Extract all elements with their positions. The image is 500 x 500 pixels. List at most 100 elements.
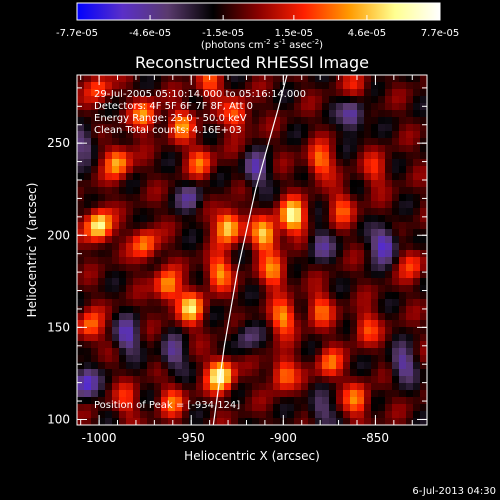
heatmap-cell xyxy=(147,138,155,146)
heatmap-cell xyxy=(385,376,393,384)
heatmap-cell xyxy=(392,327,400,335)
heatmap-cell xyxy=(371,138,379,146)
heatmap-cell xyxy=(252,376,260,384)
heatmap-cell xyxy=(217,131,225,139)
heatmap-cell xyxy=(266,194,274,202)
heatmap-cell xyxy=(399,369,407,377)
heatmap-cell xyxy=(371,250,379,258)
heatmap-cell xyxy=(420,194,427,202)
heatmap-cell xyxy=(112,320,120,328)
heatmap-cell xyxy=(378,187,386,195)
heatmap-cell xyxy=(154,229,162,237)
heatmap-cell xyxy=(154,397,162,405)
heatmap-cell xyxy=(280,341,288,349)
heatmap-cell xyxy=(98,411,106,419)
heatmap-cell xyxy=(329,131,337,139)
heatmap-cell xyxy=(175,411,183,419)
heatmap-cell xyxy=(154,243,162,251)
heatmap-cell xyxy=(217,201,225,209)
heatmap-cell xyxy=(168,341,176,349)
heatmap-cell xyxy=(203,348,211,356)
heatmap-cell xyxy=(406,411,414,419)
heatmap-cell xyxy=(252,320,260,328)
heatmap-cell xyxy=(189,355,197,363)
heatmap-cell xyxy=(238,110,246,118)
heatmap-cell xyxy=(336,341,344,349)
heatmap-cell xyxy=(112,194,120,202)
heatmap-cell xyxy=(245,418,253,425)
heatmap-cell xyxy=(231,236,239,244)
heatmap-cell xyxy=(364,376,372,384)
heatmap-cell xyxy=(245,271,253,279)
heatmap-cell xyxy=(84,369,92,377)
heatmap-cell xyxy=(175,152,183,160)
heatmap-cell xyxy=(77,215,85,223)
heatmap-cell xyxy=(203,285,211,293)
heatmap-cell xyxy=(77,117,85,125)
heatmap-cell xyxy=(287,306,295,314)
heatmap-cell xyxy=(112,397,120,405)
heatmap-cell xyxy=(91,362,99,370)
heatmap-cell xyxy=(308,306,316,314)
heatmap-cell xyxy=(119,348,127,356)
heatmap-cell xyxy=(343,215,351,223)
heatmap-cell xyxy=(294,124,302,132)
heatmap-cell xyxy=(175,390,183,398)
heatmap-cell xyxy=(385,418,393,425)
heatmap-cell xyxy=(217,180,225,188)
heatmap-cell xyxy=(147,222,155,230)
heatmap-cell xyxy=(385,306,393,314)
heatmap-cell xyxy=(98,362,106,370)
heatmap-cell xyxy=(420,117,427,125)
heatmap-cell xyxy=(245,194,253,202)
heatmap-cell xyxy=(112,271,120,279)
heatmap-cell xyxy=(168,278,176,286)
heatmap-cell xyxy=(217,320,225,328)
heatmap-cell xyxy=(420,110,427,118)
heatmap-cell xyxy=(343,348,351,356)
heatmap-cell xyxy=(399,180,407,188)
heatmap-cell xyxy=(322,243,330,251)
heatmap-cell xyxy=(329,180,337,188)
heatmap-cell xyxy=(280,159,288,167)
heatmap-cell xyxy=(231,355,239,363)
heatmap-cell xyxy=(154,194,162,202)
heatmap-cell xyxy=(161,201,169,209)
heatmap-cell xyxy=(245,285,253,293)
heatmap-cell xyxy=(329,376,337,384)
heatmap-cell xyxy=(371,327,379,335)
heatmap-cell xyxy=(378,131,386,139)
y-tick-label: 200 xyxy=(47,228,70,242)
heatmap-cell xyxy=(140,334,148,342)
heatmap-cell xyxy=(322,180,330,188)
heatmap-cell xyxy=(287,264,295,272)
heatmap-cell xyxy=(266,376,274,384)
heatmap-cell xyxy=(154,257,162,265)
heatmap-cell xyxy=(420,306,427,314)
heatmap-cell xyxy=(315,397,323,405)
heatmap-cell xyxy=(252,208,260,216)
heatmap-cell xyxy=(196,313,204,321)
heatmap-cell xyxy=(182,75,190,83)
heatmap-cell xyxy=(364,152,372,160)
heatmap-cell xyxy=(399,166,407,174)
heatmap-cell xyxy=(147,348,155,356)
heatmap-cell xyxy=(231,327,239,335)
heatmap-cell xyxy=(105,124,113,132)
heatmap-cell xyxy=(84,180,92,188)
heatmap-cell xyxy=(322,362,330,370)
heatmap-cell xyxy=(217,348,225,356)
heatmap-cell xyxy=(231,110,239,118)
heatmap-cell xyxy=(98,215,106,223)
heatmap-cell xyxy=(301,390,309,398)
heatmap-cell xyxy=(343,89,351,97)
heatmap-cell xyxy=(385,124,393,132)
heatmap-cell xyxy=(357,327,365,335)
heatmap-cell xyxy=(371,257,379,265)
heatmap-cell xyxy=(420,75,427,83)
heatmap-cell xyxy=(168,152,176,160)
heatmap-cell xyxy=(420,201,427,209)
heatmap-cell xyxy=(371,89,379,97)
heatmap-cell xyxy=(84,145,92,153)
heatmap-cell xyxy=(364,404,372,412)
